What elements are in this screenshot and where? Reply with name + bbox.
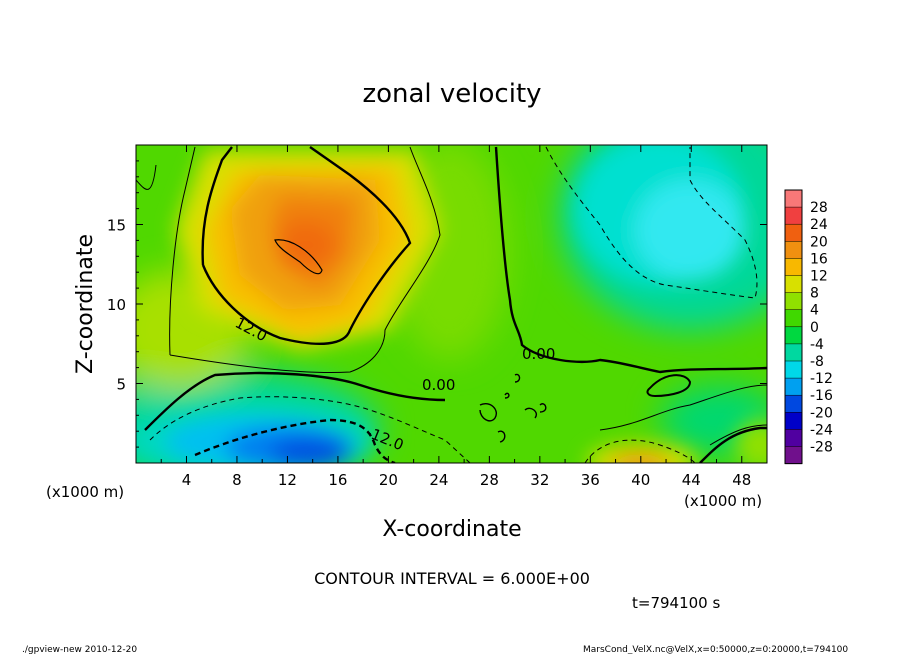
- footer-left: ./gpview-new 2010-12-20: [22, 645, 137, 654]
- colorbar-swatch: [785, 412, 802, 430]
- colorbar-swatch: [785, 190, 802, 208]
- colorbar-level-label: -8: [810, 354, 824, 370]
- colorbar-swatch: [785, 343, 802, 362]
- x-tick-label: 40: [631, 471, 650, 489]
- colorbar-swatch: [785, 309, 802, 328]
- colorbar-swatch: [785, 224, 802, 242]
- chart-title: zonal velocity: [362, 79, 541, 109]
- x-tick-label: 8: [232, 471, 242, 489]
- time-text: t=794100 s: [632, 594, 720, 612]
- colorbar-swatch: [785, 361, 802, 379]
- x-tick-label: 12: [278, 471, 297, 489]
- x-tick-label: 44: [682, 471, 701, 489]
- x-tick-label: 16: [328, 471, 347, 489]
- colorbar-level-label: 16: [810, 251, 828, 267]
- colorbar-swatch: [785, 241, 802, 259]
- colorbar-swatch: [785, 258, 802, 276]
- x-tick-label: 32: [530, 471, 549, 489]
- x-unit-note-right: (x1000 m): [684, 492, 762, 510]
- x-tick-label: 36: [581, 471, 600, 489]
- colorbar-level-label: 8: [810, 286, 819, 302]
- colorbar-level-label: 24: [810, 217, 828, 233]
- colorbar-level-label: -20: [810, 405, 833, 421]
- colorbar-swatch: [785, 207, 802, 225]
- colorbar-level-label: 20: [810, 234, 828, 250]
- x-axis-label: X-coordinate: [382, 517, 521, 542]
- y-tick-label: 15: [107, 217, 126, 235]
- x-tick-label: 24: [429, 471, 448, 489]
- y-axis-label: Z-coordinate: [73, 234, 98, 374]
- contour-label-0-lower: 0.00: [422, 376, 455, 394]
- colorbar-swatch: [785, 275, 802, 294]
- colorbar-swatch: [785, 378, 802, 396]
- contour-interval-text: CONTOUR INTERVAL = 6.000E+00: [314, 569, 590, 588]
- contour-lines: [136, 146, 767, 463]
- colorbar-level-label: -4: [810, 337, 824, 353]
- x-tick-label: 48: [732, 471, 751, 489]
- colorbar-level-label: 4: [810, 303, 819, 319]
- contour-label-0-upper: 0.00: [522, 345, 555, 363]
- colorbar-swatch: [785, 429, 802, 447]
- x-unit-note-left: (x1000 m): [46, 483, 124, 501]
- velocity-field: [136, 145, 767, 463]
- x-tick-label: 4: [182, 471, 192, 489]
- x-tick-label: 28: [480, 471, 499, 489]
- x-tick-label: 20: [379, 471, 398, 489]
- colorbar-swatch: [785, 446, 802, 465]
- colorbar-level-label: -12: [810, 371, 833, 387]
- colorbar-level-label: -16: [810, 388, 833, 404]
- colorbar-swatch: [785, 395, 802, 413]
- footer-right: MarsCond_VelX.nc@VelX,x=0:50000,z=0:2000…: [583, 645, 848, 654]
- y-axis-ticks: 5 10 15: [107, 160, 767, 448]
- y-tick-label: 10: [107, 296, 126, 314]
- y-tick-label: 5: [116, 376, 126, 394]
- colorbar-level-label: 0: [810, 320, 819, 336]
- colorbar-swatch: [785, 292, 802, 311]
- colorbar-level-label: 28: [810, 200, 828, 216]
- colorbar-level-label: -28: [810, 440, 833, 456]
- colorbar-level-label: -24: [810, 422, 833, 438]
- x-axis-ticks: 4 8 12 16 20 24 28 32 36 40 44 48: [160, 145, 751, 489]
- colorbar-level-label: 12: [810, 269, 828, 285]
- colorbar-swatch: [785, 326, 802, 345]
